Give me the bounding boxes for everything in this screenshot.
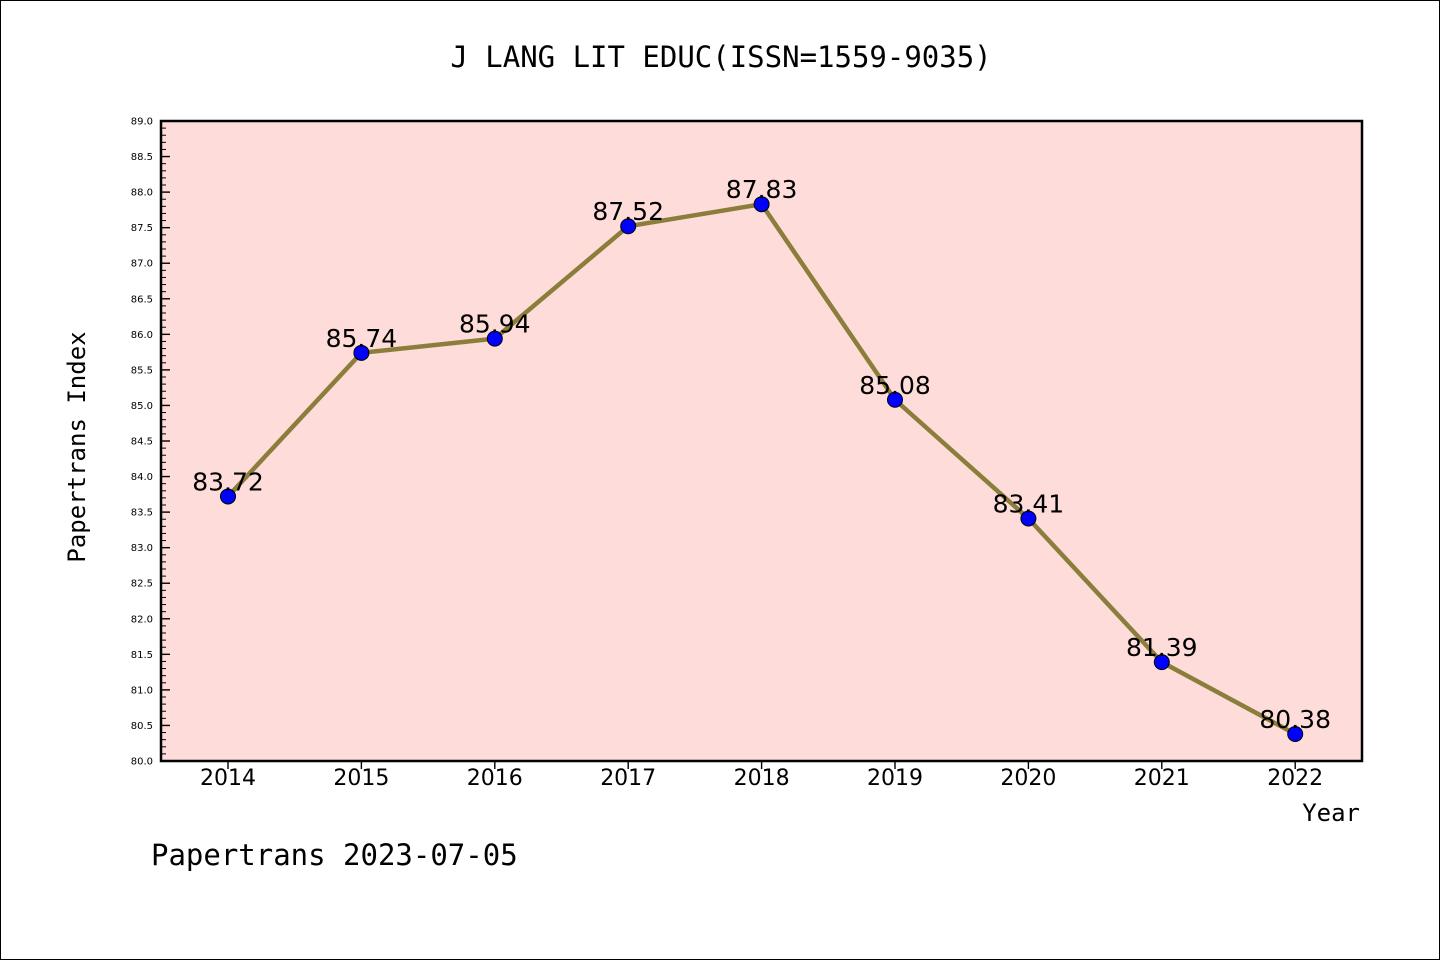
x-tick-label: 2014 bbox=[200, 766, 256, 791]
y-tick-label: 81.0 bbox=[131, 685, 153, 696]
y-tick-label: 84.0 bbox=[131, 472, 153, 483]
data-point-marker bbox=[220, 488, 236, 505]
y-tick-label: 80.5 bbox=[131, 721, 153, 732]
y-tick-label: 85.0 bbox=[131, 401, 153, 412]
x-tick-label: 2018 bbox=[734, 766, 790, 791]
x-tick-label: 2016 bbox=[467, 766, 523, 791]
data-label: 83.41 bbox=[993, 490, 1065, 519]
y-tick-label: 86.5 bbox=[131, 294, 153, 305]
y-tick-label: 83.5 bbox=[131, 508, 153, 519]
y-tick-label: 85.5 bbox=[131, 365, 153, 376]
footer-note: Papertrans 2023-07-05 bbox=[151, 838, 518, 872]
data-point-marker bbox=[620, 218, 637, 235]
x-tick-label: 2020 bbox=[1000, 766, 1056, 791]
y-axis-label: Papertrans Index bbox=[63, 331, 91, 562]
data-label: 85.94 bbox=[459, 310, 531, 339]
y-tick-label: 82.0 bbox=[131, 614, 153, 625]
x-axis-label: Year bbox=[1302, 799, 1360, 827]
y-tick-label: 89.0 bbox=[131, 117, 153, 128]
data-point-marker bbox=[753, 196, 770, 213]
y-tick-label: 82.5 bbox=[131, 579, 153, 590]
data-label: 83.72 bbox=[192, 467, 264, 496]
data-point-marker bbox=[353, 344, 370, 361]
x-tick-label: 2017 bbox=[600, 766, 656, 791]
chart-title: J LANG LIT EDUC(ISSN=1559-9035) bbox=[450, 40, 991, 74]
data-label: 85.08 bbox=[859, 371, 931, 400]
y-tick-label: 87.0 bbox=[131, 259, 153, 270]
plot-border bbox=[159, 119, 1364, 763]
y-tick-label: 84.5 bbox=[131, 437, 153, 448]
y-axis-ticks: 80.0 80.5 81.0 81.5 82.0 82.5 83.0 83.5 84.0 84.5… bbox=[131, 117, 170, 768]
data-label: 85.74 bbox=[326, 324, 398, 353]
plot-area bbox=[161, 121, 1362, 761]
data-label: 87.52 bbox=[592, 197, 664, 226]
data-label: 81.39 bbox=[1126, 633, 1198, 662]
data-label: 80.38 bbox=[1259, 705, 1331, 734]
data-point-marker bbox=[1287, 725, 1304, 742]
y-tick-label: 87.5 bbox=[131, 223, 153, 234]
y-tick-label: 81.5 bbox=[131, 650, 153, 661]
series-line-group: 83.72 85.74 85.94 87.52 87.83 85.08 83.41 81.39… bbox=[192, 175, 1331, 742]
data-point-marker bbox=[1020, 510, 1037, 527]
x-axis-ticks: 2014 2015 2016 2017 2018 2019 2020 2021 2022 bbox=[200, 761, 1323, 791]
x-tick-label: 2015 bbox=[333, 766, 389, 791]
y-tick-label: 86.0 bbox=[131, 330, 153, 341]
data-label: 87.83 bbox=[726, 175, 798, 204]
x-tick-label: 2022 bbox=[1267, 766, 1323, 791]
data-point-marker bbox=[1153, 654, 1170, 671]
y-tick-label: 80.0 bbox=[131, 757, 153, 768]
y-tick-label: 88.5 bbox=[131, 152, 153, 163]
y-tick-label: 83.0 bbox=[131, 543, 153, 554]
x-tick-label: 2021 bbox=[1134, 766, 1190, 791]
y-tick-label: 88.0 bbox=[131, 188, 153, 199]
data-point-marker bbox=[887, 391, 903, 408]
data-point-marker bbox=[486, 330, 503, 347]
x-tick-label: 2019 bbox=[867, 766, 923, 791]
